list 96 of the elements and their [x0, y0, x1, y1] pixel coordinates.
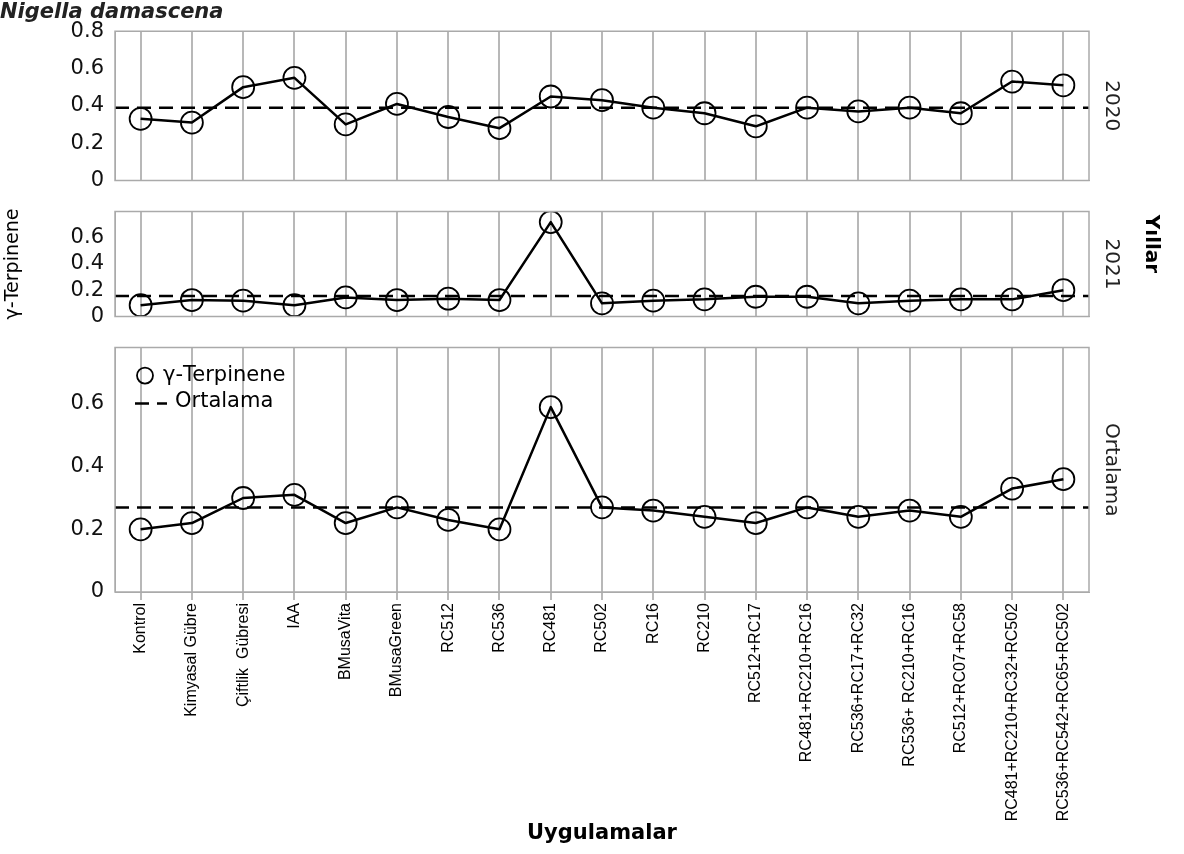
- point: [1000, 476, 1024, 501]
- point: [538, 395, 563, 420]
- point: [1051, 278, 1076, 303]
- x-tick-label: RC210: [694, 602, 712, 653]
- point: [487, 288, 512, 312]
- point: [180, 288, 204, 312]
- point: [282, 65, 307, 90]
- x-tick-label: RC536+ RC210+RC16: [899, 602, 917, 767]
- point: [385, 92, 409, 116]
- point: [692, 504, 717, 529]
- legend-label: Ortalama: [175, 388, 274, 413]
- x-axis-title: Uygulamalar: [527, 819, 678, 844]
- point: [897, 288, 922, 313]
- point: [590, 88, 614, 113]
- y-tick-label: 0.6: [70, 390, 104, 415]
- y-tick-label: 0: [90, 166, 104, 191]
- legend-label: γ-Terpinene: [163, 362, 286, 387]
- point: [846, 291, 871, 316]
- point: [282, 482, 307, 507]
- point: [231, 75, 256, 100]
- point: [180, 511, 204, 535]
- y-tick-label: 0: [90, 302, 104, 327]
- point: [795, 95, 819, 120]
- y-tick-label: 0.4: [70, 92, 104, 117]
- point: [487, 517, 512, 542]
- point: [333, 112, 358, 137]
- x-tick-label: Çiftlik Gübresi: [233, 603, 251, 708]
- point: [846, 504, 871, 529]
- x-tick-label: Kimyasal Gübre: [182, 602, 200, 717]
- point: [231, 486, 256, 510]
- point: [743, 114, 768, 139]
- point: [641, 498, 666, 523]
- x-tick-label: RC536: [489, 602, 507, 653]
- point: [180, 110, 204, 135]
- point: [692, 287, 717, 312]
- y2-axis-title: 2021: [1100, 238, 1125, 290]
- point: [128, 517, 153, 542]
- y2-axis-title: 2020: [1100, 80, 1125, 132]
- point: [743, 511, 768, 535]
- point: [590, 291, 614, 316]
- point: [1051, 467, 1076, 492]
- y-tick-label: 0: [90, 578, 104, 603]
- point: [333, 511, 358, 535]
- point: [590, 495, 614, 520]
- point: [436, 286, 461, 311]
- point: [897, 95, 922, 120]
- point: [1000, 287, 1024, 312]
- point: [641, 95, 666, 120]
- point: [692, 101, 717, 126]
- point: [128, 293, 153, 317]
- point: [641, 288, 666, 313]
- y-tick-label: 0.6: [70, 224, 104, 249]
- point: [538, 211, 563, 234]
- x-tick-label: IAA: [284, 602, 302, 629]
- x-tick-label: RC536+RC17+RC32: [848, 602, 866, 754]
- point: [948, 287, 973, 312]
- point: [795, 284, 819, 309]
- y-tick-label: 0.2: [70, 276, 104, 301]
- x-tick-label: RC481: [541, 602, 559, 653]
- point: [128, 106, 153, 131]
- x-tick-label: RC16: [643, 602, 661, 644]
- point: [743, 284, 768, 309]
- point: [385, 288, 409, 312]
- x-tick-label: BMusaVita: [336, 602, 354, 681]
- point: [333, 285, 358, 310]
- point: [436, 105, 461, 129]
- point: [948, 504, 973, 529]
- y-tick-label: 0.2: [70, 129, 104, 154]
- point: [282, 293, 307, 317]
- x-tick-label: RC512+RC07+RC58: [951, 602, 969, 754]
- y-tick-label: 0.4: [70, 453, 104, 478]
- point: [846, 99, 871, 124]
- x-tick-label: RC536+RC542+RC65+RC502: [1053, 602, 1071, 822]
- y2-axis-title: Ortalama: [1100, 422, 1125, 517]
- point: [231, 288, 256, 313]
- point: [897, 498, 922, 523]
- point: [436, 508, 461, 532]
- x-tick-label: Kontrol: [131, 603, 149, 654]
- point: [385, 495, 409, 520]
- y-axis-title: γ-Terpinene: [0, 208, 23, 320]
- text: Yıllar: [1140, 213, 1165, 274]
- point: [1000, 69, 1024, 94]
- x-tick-label: RC481+RC210+RC16: [797, 602, 815, 763]
- y-tick-label: 0.4: [70, 250, 104, 275]
- y-tick-label: 0.6: [70, 54, 104, 79]
- y-tick-label: 0.2: [70, 515, 104, 540]
- x-tick-label: RC481+RC210+RC32+RC502: [1002, 602, 1020, 822]
- x-tick-label: RC512: [438, 602, 456, 653]
- x-tick-label: RC512+RC17: [746, 602, 764, 704]
- point: [795, 495, 819, 520]
- point: [948, 101, 973, 126]
- x-tick-label: BMusaGreen: [387, 603, 405, 698]
- point: [538, 84, 563, 109]
- point: [487, 116, 512, 141]
- point: [1051, 73, 1076, 98]
- x-tick-label: RC502: [592, 602, 610, 653]
